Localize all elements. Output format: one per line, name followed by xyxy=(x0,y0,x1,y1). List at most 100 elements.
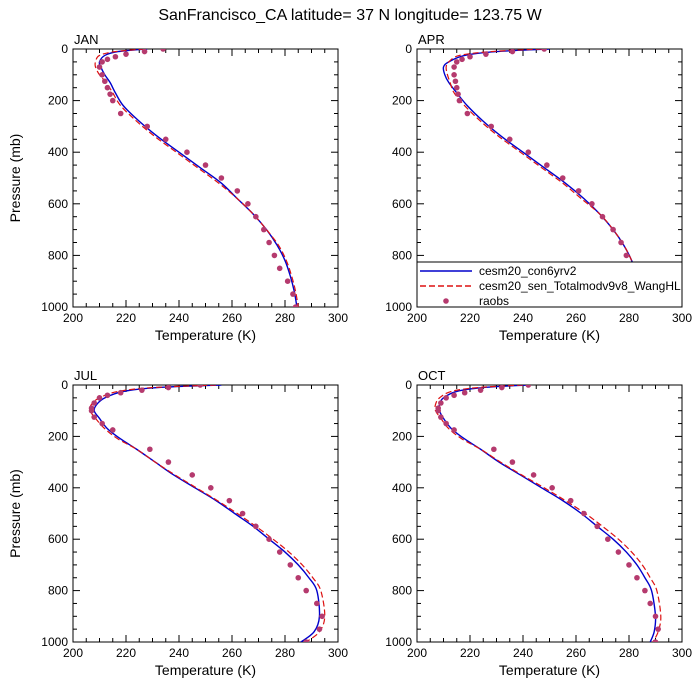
raobs-point xyxy=(581,510,587,517)
series-line-cesm20-con6yrv2 xyxy=(98,49,298,307)
raobs-point xyxy=(292,304,299,307)
plot-data xyxy=(434,385,662,642)
x-tick-label: 260 xyxy=(222,311,242,325)
raobs-point xyxy=(488,123,495,130)
legend-label: raobs xyxy=(479,294,509,308)
raobs-point xyxy=(655,626,661,632)
y-tick-label: 0 xyxy=(405,378,412,392)
x-tick-label: 280 xyxy=(275,311,295,325)
x-axis-label: Temperature (K) xyxy=(155,662,256,678)
raobs-point xyxy=(290,291,296,297)
legend-entry: raobs xyxy=(443,294,509,308)
legend: cesm20_con6yrv2cesm20_sen_Totalmodv9v8_W… xyxy=(416,261,683,308)
series-line-cesm20-con6yrv2 xyxy=(438,385,657,642)
raobs-point xyxy=(443,420,449,427)
y-tick-label: 200 xyxy=(48,94,68,108)
raobs-point xyxy=(491,446,497,453)
raobs-point xyxy=(162,136,169,143)
raobs-point xyxy=(589,201,595,207)
raobs-point xyxy=(594,523,600,530)
raobs-point xyxy=(104,84,111,91)
raobs-point xyxy=(549,485,555,491)
raobs-point xyxy=(109,97,116,104)
legend-swatch-marker xyxy=(443,298,449,304)
x-tick-label: 240 xyxy=(513,311,533,325)
raobs-point xyxy=(451,64,457,70)
raobs-point xyxy=(226,497,233,504)
x-axis-label: Temperature (K) xyxy=(499,662,600,678)
raobs-point xyxy=(99,59,105,65)
x-axis-label: Temperature (K) xyxy=(155,327,256,343)
x-tick-label: 220 xyxy=(116,646,136,660)
series-line-cesm20-con6yrv2 xyxy=(93,385,321,642)
raobs-point xyxy=(634,574,640,581)
raobs-point xyxy=(208,485,214,491)
raobs-point xyxy=(144,123,150,130)
legend-label: cesm20_con6yrv2 xyxy=(479,264,577,278)
raobs-point xyxy=(567,497,574,504)
x-tick-label: 260 xyxy=(566,311,586,325)
raobs-point xyxy=(544,162,550,168)
raobs-point xyxy=(234,188,241,194)
raobs-point xyxy=(456,97,463,104)
raobs-point xyxy=(295,574,302,581)
raobs-point xyxy=(253,213,259,220)
panel-label: JAN xyxy=(74,32,99,47)
raobs-point xyxy=(525,149,532,155)
y-tick-label: 600 xyxy=(392,197,412,211)
legend-entry: cesm20_sen_Totalmodv9v8_WangHL xyxy=(420,279,681,293)
raobs-point xyxy=(261,226,267,233)
raobs-point xyxy=(202,162,209,168)
raobs-point xyxy=(218,175,225,181)
panel-label: APR xyxy=(418,32,445,47)
panel-label: JUL xyxy=(74,368,97,383)
raobs-point xyxy=(96,395,103,401)
raobs-point xyxy=(451,392,457,399)
raobs-point xyxy=(461,389,468,396)
raobs-point xyxy=(642,587,648,594)
figure-title: SanFrancisco_CA latitude= 37 N longitude… xyxy=(158,7,542,24)
x-tick-label: 200 xyxy=(63,311,83,325)
plot-data xyxy=(94,49,299,307)
raobs-point xyxy=(559,175,566,181)
raobs-point xyxy=(610,226,616,233)
raobs-point xyxy=(197,385,203,388)
raobs-point xyxy=(652,639,659,642)
raobs-point xyxy=(467,53,473,60)
y-tick-label: 1000 xyxy=(385,300,412,314)
x-tick-label: 240 xyxy=(169,311,189,325)
raobs-point xyxy=(123,51,129,57)
raobs-point xyxy=(451,72,457,78)
x-tick-label: 260 xyxy=(566,646,586,660)
raobs-point xyxy=(314,600,320,607)
y-tick-label: 400 xyxy=(392,481,412,495)
y-tick-label: 200 xyxy=(392,429,412,443)
raobs-point xyxy=(477,387,484,393)
x-tick-label: 300 xyxy=(672,311,692,325)
raobs-point xyxy=(615,549,622,555)
raobs-point xyxy=(91,414,97,420)
raobs-point xyxy=(147,446,153,453)
x-tick-label: 200 xyxy=(63,646,83,660)
panel-jan: JAN 200 220 240 260 280 300 0 200 400 600 800 1000 Te… xyxy=(7,32,348,343)
plot-frame xyxy=(416,384,683,643)
y-tick-label: 0 xyxy=(61,42,68,56)
series-line-cesm20-sen-totalmodv9v8-wanghl xyxy=(89,385,326,642)
raobs-point xyxy=(96,64,103,70)
raobs-point xyxy=(253,523,259,530)
y-tick-label: 600 xyxy=(48,532,68,546)
raobs-point xyxy=(599,213,606,220)
raobs-point xyxy=(107,91,113,97)
series-line-cesm20-sen-totalmodv9v8-wanghl xyxy=(94,49,299,307)
x-tick-label: 300 xyxy=(672,646,692,660)
raobs-point xyxy=(509,49,516,55)
raobs-point xyxy=(316,626,323,632)
x-tick-label: 260 xyxy=(222,646,242,660)
raobs-point xyxy=(652,613,659,620)
raobs-point xyxy=(509,459,516,465)
raobs-point xyxy=(443,395,449,401)
raobs-point xyxy=(141,49,148,55)
x-axis-label: Temperature (K) xyxy=(499,327,600,343)
y-tick-label: 400 xyxy=(48,481,68,495)
raobs-point xyxy=(506,136,513,143)
